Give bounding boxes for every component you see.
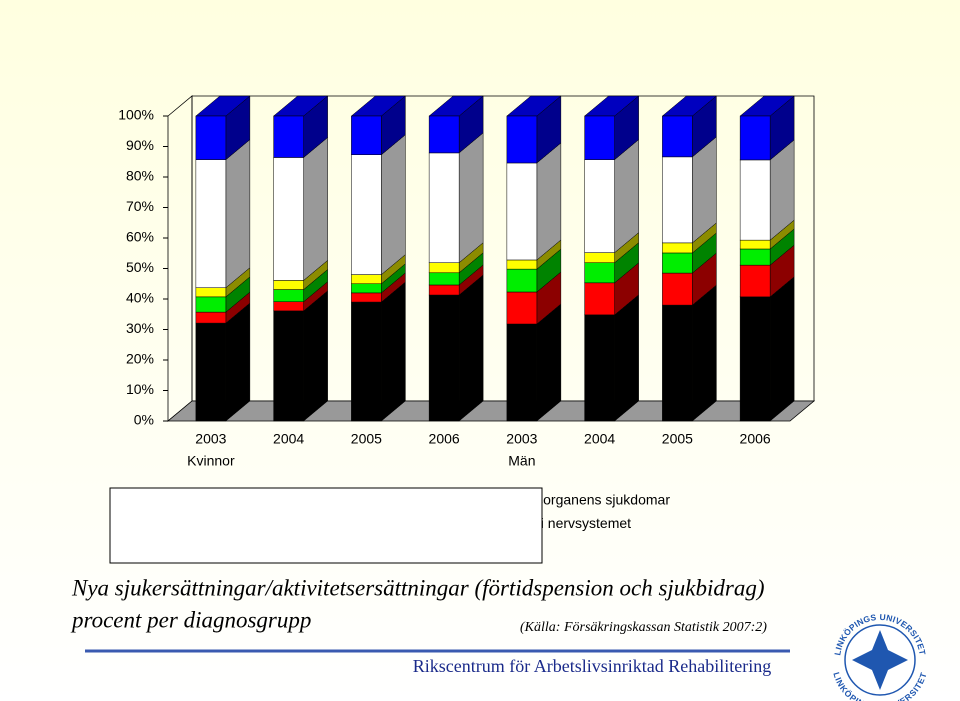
bar (506, 259, 538, 270)
bar (195, 311, 227, 324)
bar (584, 252, 615, 263)
bar (506, 115, 538, 164)
bar (273, 280, 304, 290)
bar (739, 239, 771, 250)
floor (166, 400, 816, 422)
bar-side (692, 284, 717, 422)
bar (739, 248, 771, 266)
bar (195, 322, 227, 422)
bar (428, 262, 460, 274)
bar (739, 296, 771, 422)
bar (273, 289, 304, 302)
bar (662, 156, 693, 244)
x-tick-label: 2003 (506, 431, 537, 447)
bar (428, 152, 460, 263)
bar (195, 115, 227, 160)
x-tick-label: 2005 (662, 431, 693, 447)
caption: procent per diagnosgrupp (70, 607, 311, 632)
footer: Rikscentrum för Arbetslivsinriktad Rehab… (413, 656, 771, 676)
bar (739, 264, 771, 298)
bar (428, 272, 460, 286)
bar-side (225, 139, 251, 289)
y-tick-label: 20% (126, 351, 154, 367)
bar (195, 287, 227, 298)
x-tick-label: 2006 (429, 431, 460, 447)
bar (506, 323, 538, 422)
x-tick-label: 2004 (584, 431, 615, 447)
bar-side (303, 290, 328, 422)
x-tick-label: 2006 (740, 431, 771, 447)
chart: 0% 10% 20% 30% 40% 50% 60% 70% 80% 90% 100% 2003 200… (118, 95, 816, 555)
bar (584, 262, 615, 284)
bar (351, 274, 382, 285)
bar (195, 296, 227, 313)
y-tick-label: 80% (126, 168, 154, 184)
bar (273, 115, 304, 158)
bar (506, 268, 538, 293)
bar-side (536, 142, 562, 261)
bar-side (381, 134, 406, 276)
bar (662, 115, 693, 158)
source: (Källa: Försäkringskassan Statistik 2007… (520, 620, 767, 635)
bar (273, 157, 304, 281)
y-tick-label: 60% (126, 229, 154, 245)
bar (351, 301, 382, 422)
y-tick-label: 30% (126, 320, 154, 336)
bar (351, 283, 382, 294)
bar (273, 310, 304, 422)
bar (351, 154, 382, 275)
bar-side (458, 132, 484, 264)
bar-side (381, 281, 406, 422)
bar (584, 159, 615, 253)
x-tick-label: 2003 (195, 431, 226, 447)
bar (739, 115, 771, 161)
bar (351, 115, 382, 155)
y-tick-label: 90% (126, 137, 154, 153)
bar (195, 159, 227, 288)
bar-side (225, 302, 251, 422)
bar-side (614, 294, 639, 422)
group-label: Kvinnor (187, 453, 235, 469)
y-tick-label: 0% (134, 412, 154, 428)
bar-side (769, 276, 795, 422)
x-tick-label: 2004 (273, 431, 304, 447)
bar (584, 282, 615, 316)
legend-box (109, 487, 543, 564)
y-tick-label: 100% (118, 107, 154, 123)
bar (273, 301, 304, 312)
logo-emblem (852, 630, 908, 690)
bar (428, 294, 460, 422)
bar-side (536, 303, 562, 422)
y-tick-label: 50% (126, 259, 154, 275)
group-label: Män (508, 453, 535, 469)
bar (428, 284, 460, 296)
bar (662, 252, 693, 274)
bar (506, 162, 538, 261)
bar (584, 314, 615, 422)
bar (428, 115, 460, 154)
bar (662, 304, 693, 422)
bar (662, 242, 693, 254)
bar (739, 159, 771, 241)
y-tick-label: 70% (126, 198, 154, 214)
bar (506, 291, 538, 325)
bar-side (458, 274, 484, 422)
y-tick-label: 40% (126, 290, 154, 306)
x-tick-label: 2005 (351, 431, 382, 447)
y-tick-label: 10% (126, 381, 154, 397)
bar (662, 272, 693, 306)
bar (584, 115, 615, 160)
caption: Nya sjukersättningar/aktivitetsersättnin… (71, 575, 765, 600)
bar (351, 292, 382, 303)
bar-side (303, 136, 328, 281)
